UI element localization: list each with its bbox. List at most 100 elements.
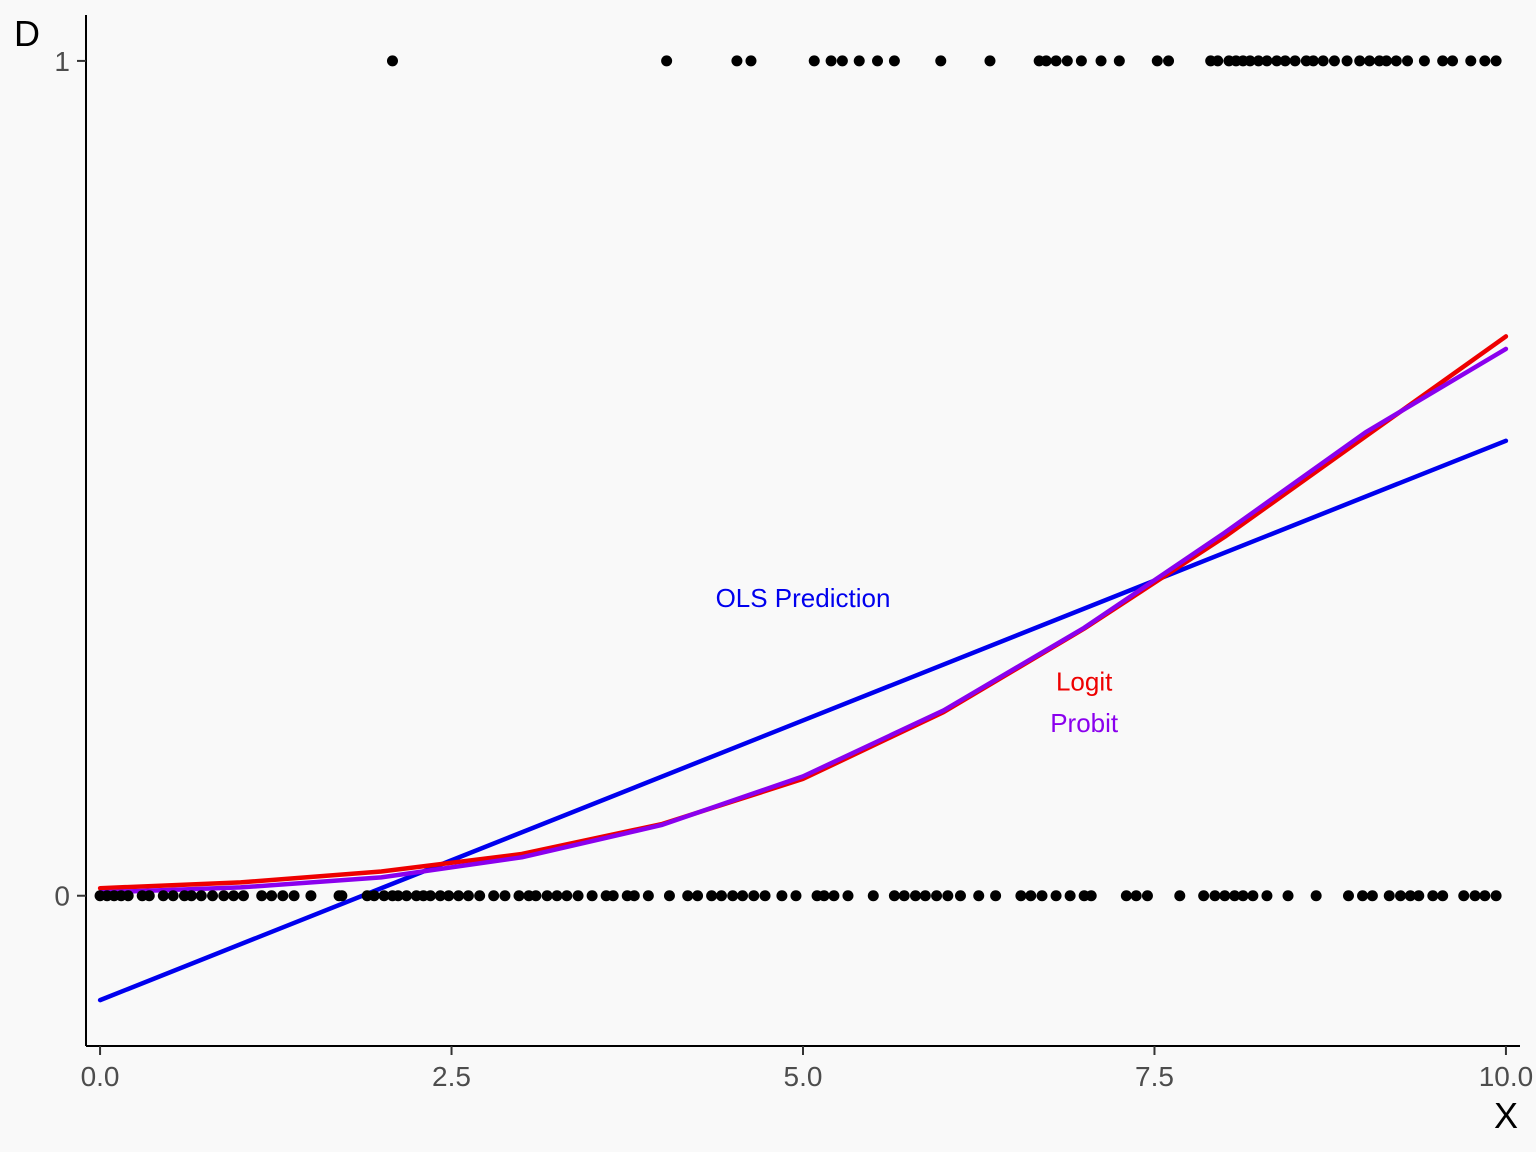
data-point xyxy=(185,890,197,902)
data-point xyxy=(888,890,900,902)
data-point xyxy=(1366,890,1378,902)
data-point xyxy=(973,890,985,902)
data-point xyxy=(368,890,380,902)
probit-label: Probit xyxy=(1050,708,1119,738)
data-point xyxy=(1163,55,1175,67)
data-point xyxy=(1261,890,1273,902)
data-point xyxy=(1427,890,1439,902)
logit-line xyxy=(97,334,1509,891)
data-point xyxy=(954,890,966,902)
data-point xyxy=(1219,890,1231,902)
data-point xyxy=(1209,890,1221,902)
probit-line xyxy=(97,346,1509,895)
x-axis-title: X xyxy=(1494,1095,1518,1136)
data-point xyxy=(1458,890,1470,902)
data-point xyxy=(1253,55,1265,67)
data-point xyxy=(1465,55,1477,67)
data-point xyxy=(1354,55,1366,67)
data-point xyxy=(195,890,207,902)
data-point xyxy=(825,55,837,67)
data-point xyxy=(663,890,675,902)
axes: 0.0 2.5 5.0 7.5 10.0 0 1 xyxy=(54,15,1533,1092)
data-point xyxy=(1212,55,1224,67)
data-point xyxy=(1490,890,1502,902)
data-point xyxy=(1317,55,1329,67)
data-point xyxy=(143,890,155,902)
data-point xyxy=(277,890,289,902)
data-point xyxy=(1282,890,1294,902)
data-point xyxy=(1341,55,1353,67)
data-point xyxy=(731,55,743,67)
data-point xyxy=(1151,55,1163,67)
data-point xyxy=(1174,890,1186,902)
data-point xyxy=(715,890,727,902)
data-point xyxy=(1237,890,1249,902)
data-point xyxy=(1279,55,1291,67)
data-point xyxy=(737,890,749,902)
x-tick-label: 10.0 xyxy=(1479,1061,1534,1092)
data-point xyxy=(1141,890,1153,902)
data-point xyxy=(909,890,921,902)
data-points xyxy=(94,55,1502,902)
data-point xyxy=(682,890,694,902)
data-point xyxy=(836,55,848,67)
data-point xyxy=(488,890,500,902)
data-point xyxy=(378,890,390,902)
data-point xyxy=(1130,890,1142,902)
x-tick-label: 5.0 xyxy=(784,1061,823,1092)
data-point xyxy=(305,890,317,902)
data-point xyxy=(706,890,718,902)
data-point xyxy=(1469,890,1481,902)
data-point xyxy=(942,890,954,902)
ols-prediction-label: OLS Prediction xyxy=(716,583,891,613)
data-point xyxy=(1479,890,1491,902)
data-point xyxy=(443,890,455,902)
data-point xyxy=(1395,890,1406,902)
data-point xyxy=(1437,55,1449,67)
data-point xyxy=(1075,55,1087,67)
data-point xyxy=(1015,890,1027,902)
data-point xyxy=(1402,55,1414,67)
data-point xyxy=(727,890,739,902)
data-point xyxy=(1113,55,1125,67)
data-point xyxy=(474,890,486,902)
data-point xyxy=(1085,890,1097,902)
data-point xyxy=(1490,55,1502,67)
data-point xyxy=(842,890,854,902)
data-point xyxy=(453,890,465,902)
data-point xyxy=(266,890,278,902)
data-point xyxy=(1036,890,1048,902)
data-point xyxy=(1289,55,1301,67)
data-point xyxy=(607,890,619,902)
data-point xyxy=(628,890,640,902)
data-point xyxy=(1120,890,1132,902)
x-tick-label: 0.0 xyxy=(81,1061,120,1092)
data-point xyxy=(888,55,900,67)
data-point xyxy=(237,890,249,902)
data-point xyxy=(1244,55,1256,67)
data-point xyxy=(1364,55,1376,67)
data-point xyxy=(434,890,446,902)
data-point xyxy=(1040,55,1052,67)
data-point xyxy=(1050,890,1062,902)
annotations: OLS Prediction Logit Probit xyxy=(716,583,1119,738)
data-point xyxy=(1342,890,1354,902)
data-point xyxy=(499,890,511,902)
data-point xyxy=(572,890,584,902)
data-point xyxy=(1271,55,1283,67)
data-point xyxy=(1383,890,1395,902)
data-point xyxy=(1050,55,1062,67)
data-point xyxy=(745,55,757,67)
data-point xyxy=(336,890,348,902)
data-point xyxy=(1447,55,1459,67)
data-point xyxy=(1198,890,1210,902)
ols-prediction-line xyxy=(97,438,1509,1003)
data-point xyxy=(424,890,436,902)
data-point xyxy=(931,890,943,902)
data-point xyxy=(1390,55,1402,67)
y-axis-title: D xyxy=(14,13,40,54)
data-point xyxy=(1261,55,1273,67)
data-point xyxy=(853,55,865,67)
data-point xyxy=(386,55,398,67)
